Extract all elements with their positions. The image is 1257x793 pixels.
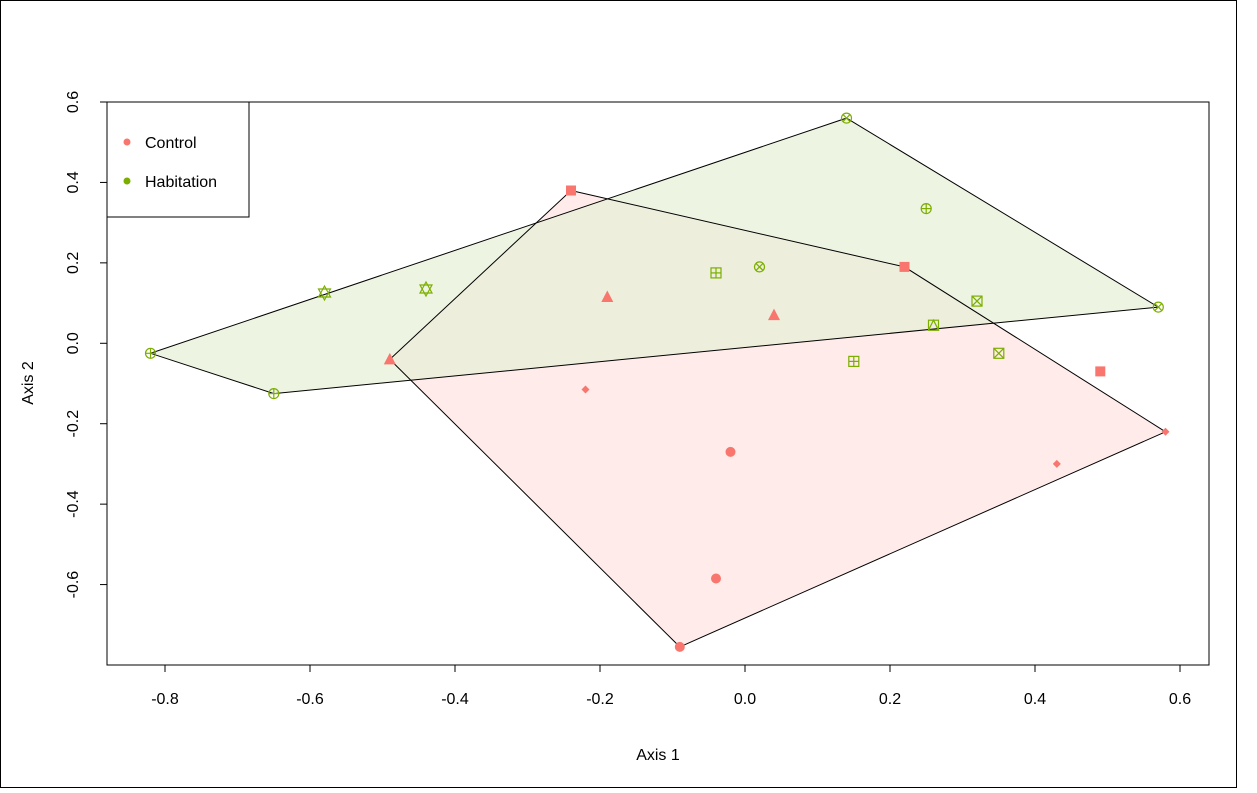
point-glyph-stroke xyxy=(1154,303,1163,312)
data-point-habitation-11 xyxy=(144,347,157,359)
data-point-habitation-1 xyxy=(920,203,932,215)
data-point-control-7 xyxy=(1052,459,1061,468)
data-point-control-1 xyxy=(899,261,910,272)
legend-box xyxy=(106,101,250,218)
x-tick-label: -0.8 xyxy=(151,691,179,708)
point-diamond xyxy=(1161,427,1170,436)
hull-outline-control xyxy=(389,189,1167,648)
data-point-control-4 xyxy=(768,308,780,321)
point-square-outline xyxy=(993,347,1005,359)
data-point-control-0 xyxy=(566,185,576,196)
x-tick-label: 0.2 xyxy=(879,691,901,708)
point-square xyxy=(566,185,576,196)
point-diamond xyxy=(581,385,590,394)
y-tick-label: -0.6 xyxy=(65,571,82,599)
point-circle-outline xyxy=(840,112,853,124)
x-tick-label: 0.0 xyxy=(734,691,756,708)
x-tick-label: 0.6 xyxy=(1169,691,1191,708)
legend-habitation-marker xyxy=(123,177,131,185)
point-glyph-stroke xyxy=(842,114,851,123)
point-circle xyxy=(711,573,721,584)
data-point-habitation-2 xyxy=(753,261,766,273)
point-triangle xyxy=(383,352,396,365)
x-tick-label: -0.2 xyxy=(586,691,614,708)
data-point-habitation-3 xyxy=(710,267,722,279)
point-diamond xyxy=(1052,459,1061,468)
data-point-control-10 xyxy=(711,573,721,584)
data-point-habitation-6 xyxy=(993,347,1005,359)
data-point-habitation-7 xyxy=(848,355,860,367)
y-tick-label: 0.6 xyxy=(65,91,82,113)
y-axis-label: Axis 2 xyxy=(20,361,37,405)
x-tick-label: -0.6 xyxy=(296,691,324,708)
point-circle-outline xyxy=(1152,301,1164,313)
y-tick-label: 0.4 xyxy=(65,171,82,193)
legend-habitation-label: Habitation xyxy=(145,174,217,191)
data-point-control-2 xyxy=(1095,366,1106,377)
legend-control-label: Control xyxy=(145,135,197,152)
point-circle-outline xyxy=(753,261,766,273)
y-tick-label: 0.0 xyxy=(65,332,82,354)
data-point-habitation-8 xyxy=(1152,301,1164,313)
y-tick-label: -0.2 xyxy=(65,410,82,438)
point-glyph-stroke xyxy=(993,347,1005,359)
points-layer xyxy=(144,112,1170,652)
data-point-control-9 xyxy=(725,446,736,457)
legend: Control Habitation xyxy=(106,101,250,218)
x-axis: -0.8 -0.6 -0.4 -0.2 0.0 0.2 0.4 0.6 xyxy=(151,664,1191,708)
y-axis: -0.6 -0.4 -0.2 0.0 0.2 0.4 0.6 xyxy=(65,91,108,599)
data-point-habitation-0 xyxy=(840,112,853,124)
point-triangle-down xyxy=(317,288,332,302)
y-tick-label: -0.4 xyxy=(65,490,82,518)
data-point-control-6 xyxy=(581,385,590,394)
data-point-control-5 xyxy=(383,352,396,365)
point-square xyxy=(899,261,910,272)
data-point-habitation-4 xyxy=(971,295,983,307)
data-point-habitation-5 xyxy=(927,318,940,331)
x-tick-label: -0.4 xyxy=(441,691,469,708)
data-point-control-8 xyxy=(1161,427,1170,436)
data-point-control-11 xyxy=(674,641,685,652)
point-circle xyxy=(725,446,736,457)
data-point-control-3 xyxy=(601,290,614,302)
data-point-habitation-10 xyxy=(418,280,434,298)
point-triangle-up xyxy=(317,284,332,298)
point-square xyxy=(1095,366,1106,377)
point-glyph-stroke xyxy=(755,262,764,271)
point-triangle-down xyxy=(418,284,434,298)
point-circle xyxy=(674,641,685,652)
point-triangle xyxy=(601,290,614,302)
x-tick-label: 0.4 xyxy=(1024,691,1046,708)
point-triangle-up xyxy=(418,280,434,294)
x-axis-label: Axis 1 xyxy=(636,747,680,764)
point-glyph-stroke xyxy=(971,295,983,307)
hulls-layer xyxy=(148,117,1167,648)
y-tick-label: 0.2 xyxy=(65,252,82,274)
legend-control-marker xyxy=(123,138,131,146)
point-triangle xyxy=(768,308,780,321)
data-point-habitation-9 xyxy=(317,284,332,302)
point-inner-triangle xyxy=(927,318,940,331)
hull-fill-habitation xyxy=(150,118,1159,394)
point-square-outline xyxy=(971,295,983,307)
data-point-habitation-12 xyxy=(268,388,280,400)
